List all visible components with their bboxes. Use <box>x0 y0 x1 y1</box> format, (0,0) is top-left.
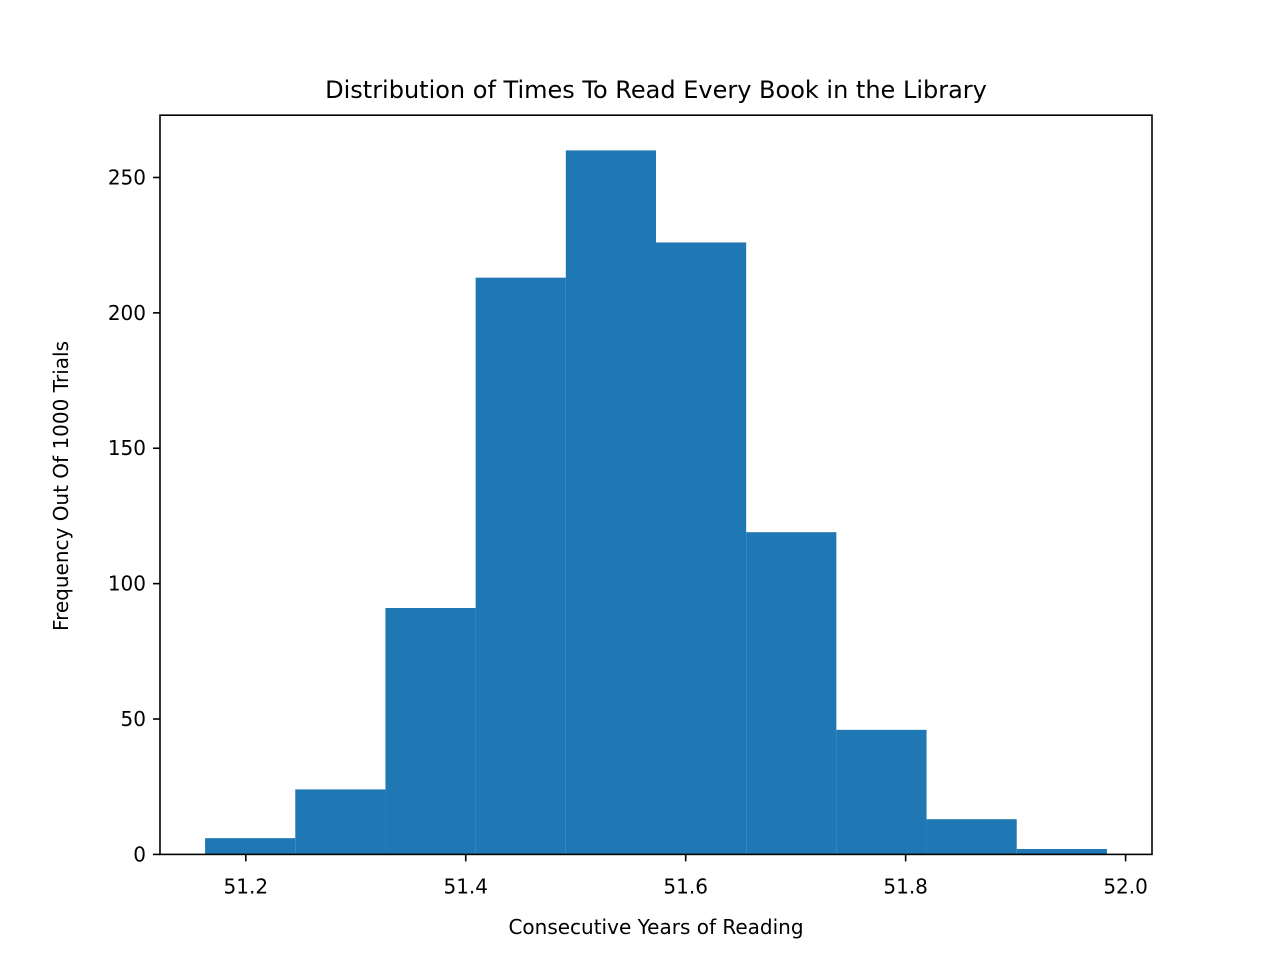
y-tick-label: 100 <box>108 572 146 596</box>
histogram-bar <box>746 532 837 855</box>
histogram-bar <box>926 819 1017 855</box>
y-tick-label: 200 <box>108 301 146 325</box>
histogram-bar <box>475 277 566 855</box>
y-tick-label: 150 <box>108 436 146 460</box>
y-tick-label: 0 <box>133 842 146 866</box>
histogram-bar <box>1016 848 1107 855</box>
histogram-bar <box>385 608 476 855</box>
x-tick-label: 51.2 <box>224 874 269 898</box>
x-axis-label: Consecutive Years of Reading <box>508 915 803 939</box>
y-tick-label: 50 <box>121 707 146 731</box>
x-tick-label: 51.8 <box>883 874 928 898</box>
y-axis-label: Frequency Out Of 1000 Trials <box>49 341 73 631</box>
histogram-bar <box>656 242 747 855</box>
y-axis-ticks: 0 50 100 150 200 250 <box>108 165 160 866</box>
chart-title: Distribution of Times To Read Every Book… <box>325 76 987 104</box>
x-tick-label: 51.4 <box>443 874 488 898</box>
histogram-bar <box>295 789 386 855</box>
y-tick-label: 250 <box>108 165 146 189</box>
plot-frame <box>159 114 1153 856</box>
histogram-bars <box>205 150 1107 855</box>
histogram-bar <box>836 729 927 855</box>
x-tick-label: 52.0 <box>1103 874 1148 898</box>
histogram-bar <box>205 838 296 855</box>
histogram-bar <box>565 150 656 855</box>
x-tick-label: 51.6 <box>663 874 708 898</box>
x-axis-ticks: 51.2 51.4 51.6 51.8 52.0 <box>224 854 1148 898</box>
